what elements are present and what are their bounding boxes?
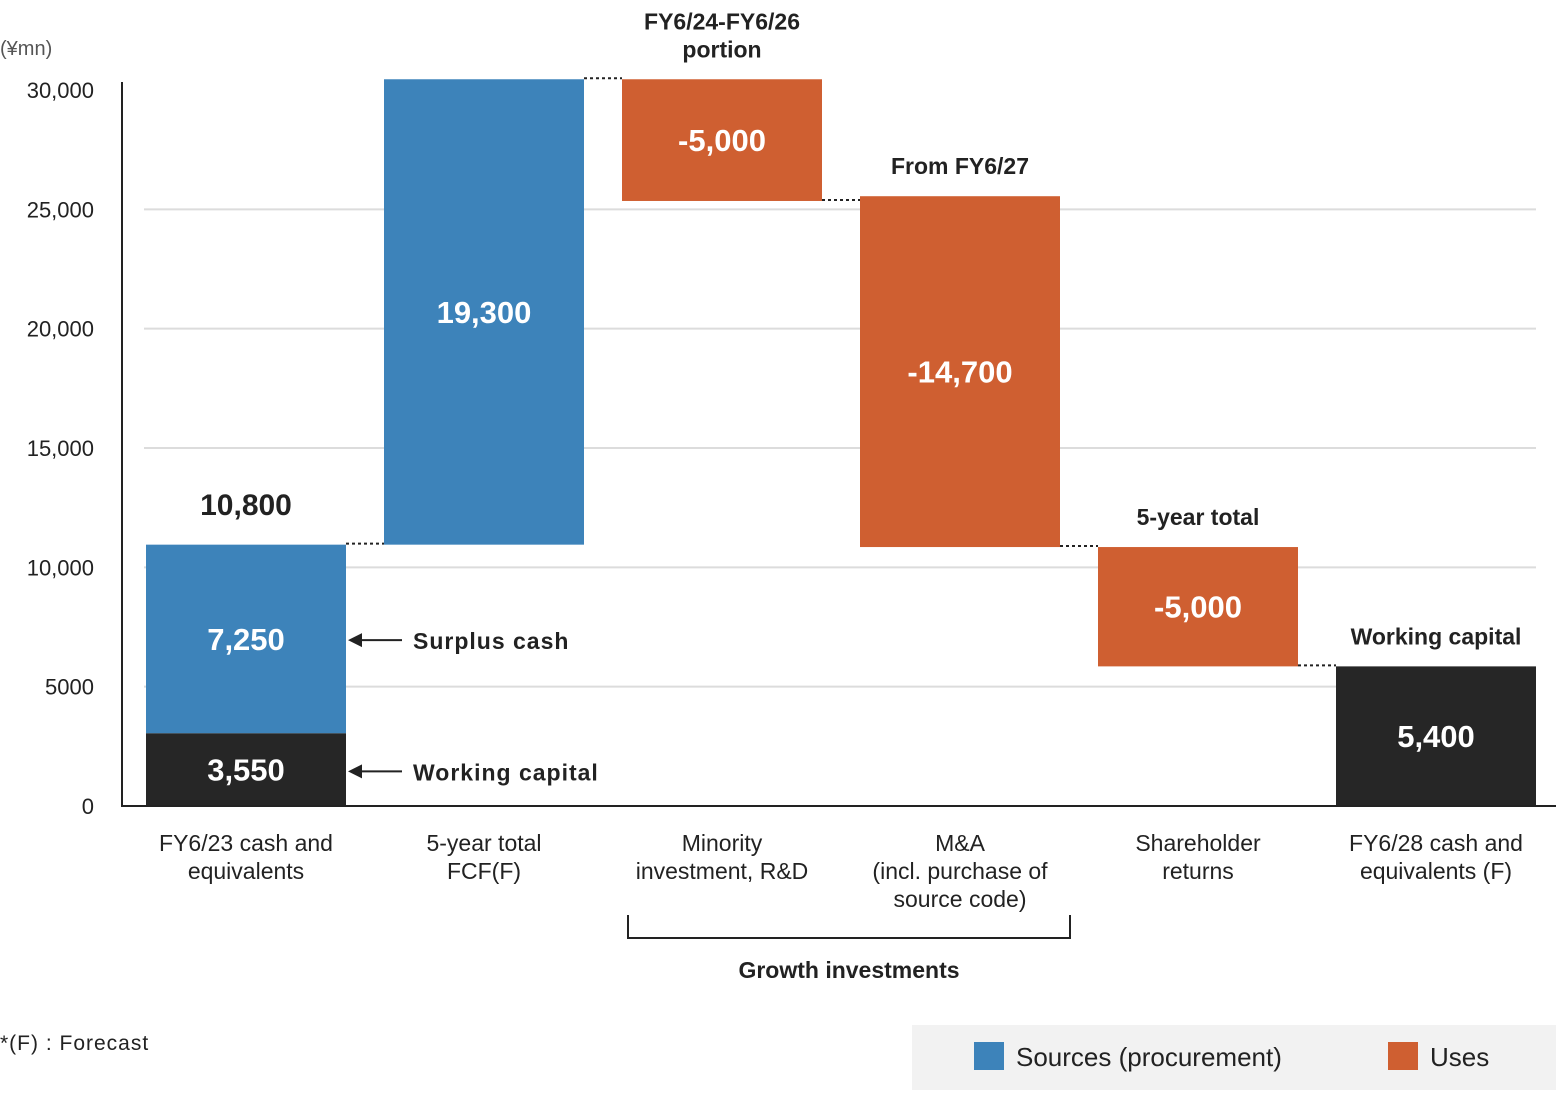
side-note-label: Surplus cash (413, 628, 569, 654)
total-label: 10,800 (200, 489, 292, 522)
group-bracket-label: Growth investments (738, 957, 959, 983)
footnote: *(F) : Forecast (0, 1032, 149, 1055)
x-tick-label: investment, R&D (636, 858, 809, 884)
legend-swatch (1388, 1042, 1418, 1070)
x-tick-label: FCF(F) (447, 858, 521, 884)
bar-segment (622, 79, 822, 201)
bar-annotation: portion (682, 36, 761, 62)
group-bracket (627, 915, 1071, 939)
gridlines (144, 208, 1536, 688)
data-label: 7,250 (207, 622, 285, 657)
legend: Sources (procurement) Uses (912, 1025, 1556, 1090)
bar-annotation: 5-year total (1137, 504, 1260, 530)
bars (146, 79, 1536, 806)
bar-segment (1098, 547, 1298, 667)
annotation-arrow-head (348, 764, 362, 779)
x-tick-label: (incl. purchase of (872, 858, 1048, 884)
bar-segment (146, 544, 346, 734)
data-label: -5,000 (1154, 590, 1242, 625)
connector-lines (346, 77, 1336, 667)
x-tick-label: M&A (935, 830, 986, 856)
labels: 3,550 7,250 19,300 -5,000 -14,700 -5,000 5,400… (0, 8, 1521, 1055)
y-tick-label: 20,000 (27, 317, 94, 342)
legend-box (912, 1025, 1556, 1090)
y-tick-label: 15,000 (27, 436, 94, 461)
x-tick-label: equivalents (188, 858, 304, 884)
x-tick-label: 5-year total (426, 830, 541, 856)
annotation-arrow-head (348, 633, 362, 648)
legend-label: Sources (procurement) (1016, 1042, 1282, 1072)
bar-segment (384, 79, 584, 545)
legend-swatch (974, 1042, 1004, 1070)
data-label: -14,700 (907, 355, 1012, 390)
axes: (¥mn) 30,000 25,000 20,000 15,000 10,000 5000 0… (0, 38, 1556, 983)
side-note-label: Working capital (413, 759, 599, 785)
y-tick-label: 5000 (45, 675, 94, 700)
x-tick-label: FY6/23 cash and (159, 830, 333, 856)
data-label: 19,300 (437, 295, 532, 330)
bar-segment (1336, 666, 1536, 806)
x-tick-label: Shareholder (1135, 830, 1261, 856)
y-tick-label: 10,000 (27, 555, 94, 580)
y-tick-label: 25,000 (27, 197, 94, 222)
bar-annotation: Working capital (1351, 623, 1522, 649)
y-axis-unit: (¥mn) (0, 38, 52, 60)
y-tick-label: 0 (82, 794, 94, 819)
data-label: 3,550 (207, 753, 285, 788)
x-tick-label: equivalents (F) (1360, 858, 1512, 884)
x-tick-label: Minority (682, 830, 763, 856)
bar-segment (146, 733, 346, 806)
x-tick-label: returns (1162, 858, 1234, 884)
bar-annotation: From FY6/27 (891, 153, 1029, 179)
bar-annotation: FY6/24-FY6/26 (644, 8, 800, 34)
data-label: 5,400 (1397, 719, 1475, 754)
y-tick-label: 30,000 (27, 78, 94, 103)
legend-label: Uses (1430, 1042, 1489, 1072)
x-tick-label: FY6/28 cash and (1349, 830, 1523, 856)
x-tick-label: source code) (894, 886, 1027, 912)
data-label: -5,000 (678, 123, 766, 158)
bar-segment (860, 196, 1060, 548)
